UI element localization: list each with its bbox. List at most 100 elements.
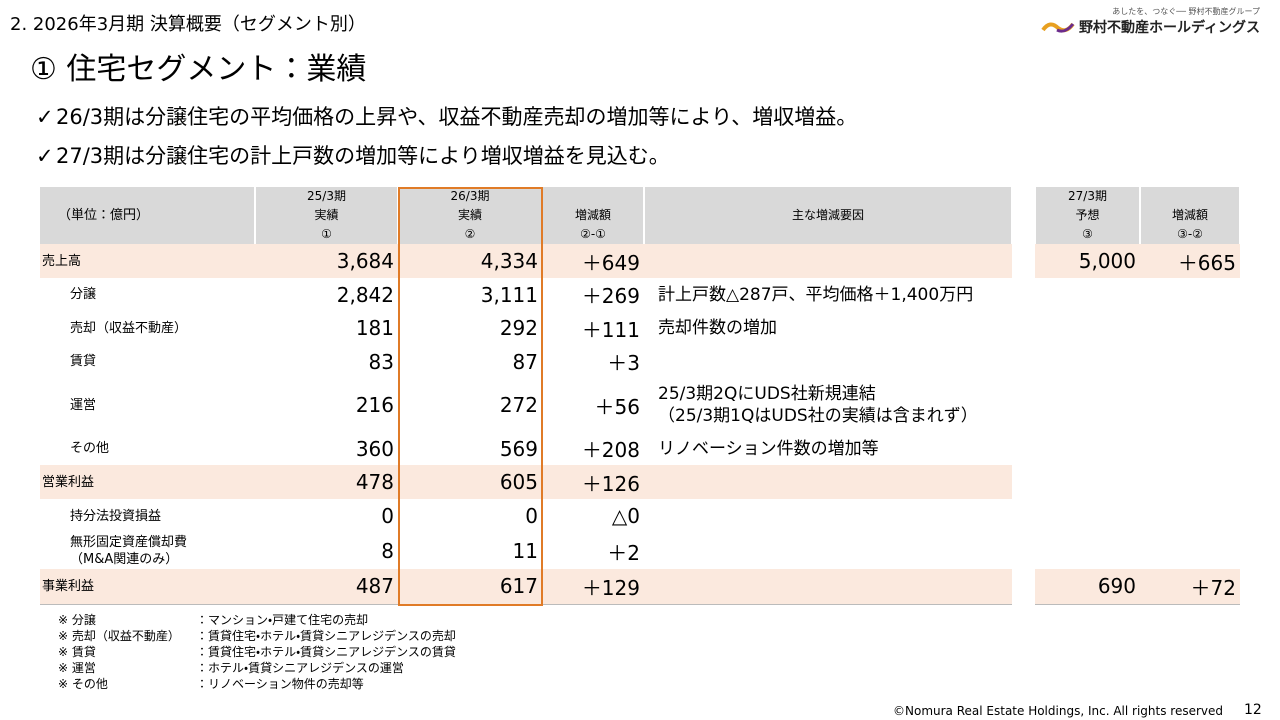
reason-cell: 売却件数の増加 [644,311,1012,345]
header-text: ① [321,227,332,241]
header-cell: 主な増減要因 [644,187,1013,244]
forecast-cell: 690 [1035,569,1140,605]
row-label-text: （M&A関連のみ） [70,552,179,567]
value-cell: 605 [398,465,542,499]
forecast-cell [1140,465,1240,499]
row-label-text: 賃貸 [70,354,97,369]
spacer [1012,499,1035,533]
header-text: ③ [1082,227,1093,241]
value-cell: ＋129 [542,569,644,605]
reason-cell [644,569,1012,605]
forecast-cell: 5,000 [1035,244,1140,278]
value-cell: 0 [525,504,538,528]
row-label-text: その他 [70,441,110,456]
header-text: 25/3期 [307,189,346,203]
forecast-cell [1035,311,1140,345]
note-term: ※ 運営 [58,661,96,675]
reason-cell: 25/3期2QにUDS社新規連結 （25/3期1QはUDS社の実績は含まれず） [644,378,1012,432]
note-desc: ：賃貸住宅・ホテル・賃貸シニアレジデンスの賃貸 [196,645,456,659]
slide-title: ① 住宅セグメント：業績 [30,52,367,87]
header-cell: 27/3期 予想 ③ [1035,187,1141,244]
row-label-text: 無形固定資産償却費 [70,535,188,550]
header-cell: （単位：億円） [40,187,256,244]
forecast-cell: ＋665 [1140,244,1240,278]
value-cell: ＋56 [594,394,640,419]
value-cell: 181 [355,316,394,340]
header-cell: 25/3期実績 ① [255,187,399,244]
header-row: （単位：億円） 25/3期実績 ① 26/3期実績 ② 増減額 ②-① 主な増減要因 27/3期… [40,187,1241,244]
table-row: その他 360 569 ＋208 リノベーション件数の増加等 [40,432,1240,465]
value-cell: ＋208 [581,438,640,462]
row-label: 売上高 [40,244,255,278]
spacer [1012,533,1035,569]
header-text: （単位：億円） [58,208,150,223]
reason-text: リノベーション件数の増加等 [658,438,879,459]
forecast-cell [1035,345,1140,378]
value-cell: △0 [611,504,640,528]
page-number: 12 [1244,702,1262,718]
note-desc: ：ホテル・賃貸シニアレジデンスの運営 [196,661,404,675]
logo-mark [1041,22,1075,33]
bullet-list: 26/3期は分譲住宅の平均価格の上昇や、収益不動産売却の増加等により、増収増益。… [56,98,857,176]
row-label-text: 売上高 [42,253,82,269]
forecast-cell [1140,533,1240,569]
spacer [1012,345,1035,378]
row-label: 事業利益 [40,569,255,605]
value-cell: 272 [499,393,538,417]
logo-name: 野村不動産ホールディングス [1078,20,1260,36]
section-heading: 2. 2026年3月期 決算概要（セグメント別） [10,14,366,35]
row-label: 分譲 [40,278,255,311]
forecast-cell [1035,378,1140,432]
spacer [1012,569,1035,604]
table-row: 持分法投資損益 0 0 △0 [40,499,1240,533]
note-term: ※ その他 [58,677,108,691]
value-cell: 4,334 [398,244,542,278]
reason-cell [644,533,1012,569]
spacer [1012,278,1035,311]
row-label-text: 事業利益 [42,578,95,594]
reason-text: 売却件数の増加 [658,318,777,338]
bullet: 26/3期は分譲住宅の平均価格の上昇や、収益不動産売却の増加等により、増収増益。 [56,98,857,137]
row-label: 営業利益 [40,465,255,499]
header-text: ② [464,227,476,241]
value-cell: 617 [398,569,542,605]
value-cell: 87 [512,349,538,374]
header-text: ②-① [580,226,606,241]
reason-cell [644,465,1012,499]
header-text: ③-② [1177,226,1203,241]
forecast-cell [1140,432,1240,465]
header-text: 26/3期 [450,189,490,203]
forecast-cell [1035,499,1140,533]
row-label: 売却（収益不動産） [40,311,255,345]
table-row: 分譲 2,842 3,111 ＋269 計上戸数△287戸、平均価格＋1,400万円 [40,278,1240,311]
spacer [1012,465,1035,499]
highlight-frame [398,187,543,606]
note-term: ※ 賃貸 [58,645,96,659]
value-cell: 478 [255,465,398,499]
row-label-text: 営業利益 [42,474,95,490]
value-cell: ＋3 [607,351,640,375]
header-text: 実績 [314,208,339,222]
reason-cell: 計上戸数△287戸、平均価格＋1,400万円 [644,278,1012,311]
results-table: （単位：億円） 25/3期実績 ① 26/3期実績 ② 増減額 ②-① 主な増減要因 27/3期… [40,187,1241,605]
row-label-text: 持分法投資損益 [70,508,162,524]
table-row: 売上高 3,684 4,334 ＋649 5,000 ＋665 [40,244,1240,278]
value-cell: 11 [512,539,538,563]
reason-cell [644,244,1012,278]
value-cell: ＋269 [581,284,640,308]
value-cell: ＋111 [581,317,640,342]
notes: ※ 分譲 ：マンション・戸建て住宅の売却 ※ 売却（収益不動産） ：賃貸住宅・ホテル・… [58,612,456,692]
table-row: 運営 216 272 ＋56 25/3期2QにUDS社新規連結 （25/3期1QはUDS社… [40,378,1240,432]
forecast-cell [1140,499,1240,533]
spacer [1012,432,1035,465]
reason-text: （25/3期1QはUDS社の実績は含まれず） [658,406,978,426]
copyright: ©Nomura Real Estate Holdings, Inc. All r… [893,704,1223,718]
forecast-cell [1035,278,1140,311]
value-cell: 8 [381,539,394,563]
header-cell: 増減額 ②-① [542,187,645,244]
value-cell: 487 [255,569,398,605]
table-row: 賃貸 83 87 ＋3 [40,345,1240,378]
row-label-text: 分譲 [70,287,97,302]
forecast-cell [1140,311,1240,345]
